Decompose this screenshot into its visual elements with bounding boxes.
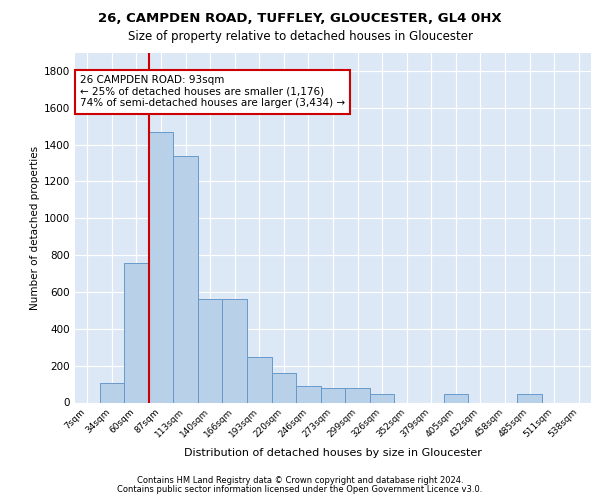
Bar bbox=[173, 156, 198, 402]
Y-axis label: Number of detached properties: Number of detached properties bbox=[30, 146, 40, 310]
Bar bbox=[100, 383, 124, 402]
Text: Contains HM Land Registry data © Crown copyright and database right 2024.: Contains HM Land Registry data © Crown c… bbox=[137, 476, 463, 485]
Bar bbox=[223, 300, 247, 403]
Text: Contains public sector information licensed under the Open Government Licence v3: Contains public sector information licen… bbox=[118, 485, 482, 494]
Bar bbox=[149, 132, 173, 402]
Bar bbox=[370, 394, 394, 402]
Bar bbox=[296, 386, 321, 402]
Text: 26, CAMPDEN ROAD, TUFFLEY, GLOUCESTER, GL4 0HX: 26, CAMPDEN ROAD, TUFFLEY, GLOUCESTER, G… bbox=[98, 12, 502, 26]
Bar bbox=[345, 388, 370, 402]
Bar bbox=[247, 358, 272, 403]
Bar bbox=[321, 388, 345, 402]
Text: Size of property relative to detached houses in Gloucester: Size of property relative to detached ho… bbox=[128, 30, 473, 43]
Bar bbox=[443, 394, 468, 402]
X-axis label: Distribution of detached houses by size in Gloucester: Distribution of detached houses by size … bbox=[184, 448, 482, 458]
Bar bbox=[124, 262, 149, 402]
Text: 26 CAMPDEN ROAD: 93sqm
← 25% of detached houses are smaller (1,176)
74% of semi-: 26 CAMPDEN ROAD: 93sqm ← 25% of detached… bbox=[80, 75, 345, 108]
Bar bbox=[198, 300, 223, 403]
Bar bbox=[272, 373, 296, 402]
Bar bbox=[517, 394, 542, 402]
